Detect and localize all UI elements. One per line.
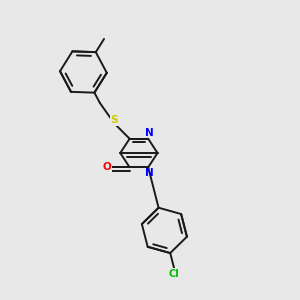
Text: Cl: Cl	[169, 268, 179, 279]
Text: N: N	[145, 168, 154, 178]
Text: N: N	[145, 128, 154, 138]
Text: O: O	[102, 162, 111, 172]
Text: S: S	[111, 116, 118, 125]
